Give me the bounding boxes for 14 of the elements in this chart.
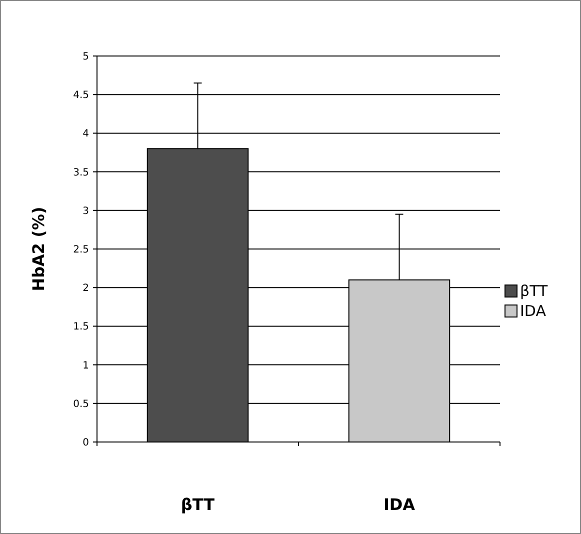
y-tick-label: 2 — [82, 283, 89, 294]
y-tick-label: 1.5 — [73, 322, 89, 333]
y-tick-label: 0.5 — [73, 398, 89, 410]
y-tick-label: 1 — [82, 360, 89, 372]
y-tick-label: 3 — [82, 206, 89, 217]
legend-label: IDA — [520, 302, 547, 320]
y-tick-label: 3.5 — [73, 167, 89, 178]
y-tick-label: 2.5 — [73, 244, 89, 256]
y-tick-label: 4.5 — [73, 90, 89, 102]
y-tick-label: 0 — [82, 438, 89, 448]
y-tick-label: 5 — [82, 52, 89, 62]
y-axis-title: HbA2 (%) — [29, 206, 48, 292]
legend-label: βTT — [520, 282, 548, 300]
y-tick-label: 4 — [82, 128, 89, 140]
